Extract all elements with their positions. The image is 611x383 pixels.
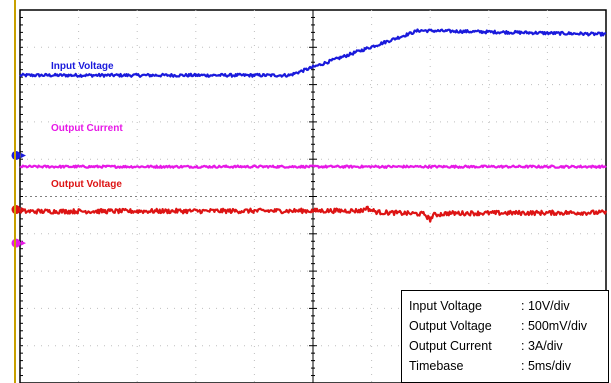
traces xyxy=(18,28,608,223)
scale-info-box: Input Voltage : 10V/div Output Voltage :… xyxy=(401,290,609,383)
info-row: Input Voltage : 10V/div xyxy=(409,296,608,316)
output-voltage-label: Output Voltage xyxy=(51,179,122,190)
trace-input-voltage xyxy=(19,28,607,78)
graticule xyxy=(19,9,607,383)
trace-output-voltage xyxy=(18,205,608,223)
channel-markers xyxy=(11,0,26,383)
input-voltage-label: Input Voltage xyxy=(51,61,114,72)
info-row-value: : 3A/div xyxy=(521,339,563,353)
output-current-label: Output Current xyxy=(51,123,123,134)
info-row-value: : 10V/div xyxy=(521,299,570,313)
info-row-value: : 5ms/div xyxy=(521,359,572,373)
info-row-name: Timebase xyxy=(409,359,464,373)
info-row: Output Voltage : 500mV/div xyxy=(409,316,608,336)
info-row-name: Input Voltage xyxy=(409,299,482,313)
trace-output-current xyxy=(19,164,607,169)
info-row: Timebase : 5ms/div xyxy=(409,356,608,376)
info-row-value: : 500mV/div xyxy=(521,319,588,333)
info-row-name: Output Current xyxy=(409,339,492,353)
info-row-name: Output Voltage xyxy=(409,319,492,333)
info-row: Output Current : 3A/div xyxy=(409,336,608,356)
